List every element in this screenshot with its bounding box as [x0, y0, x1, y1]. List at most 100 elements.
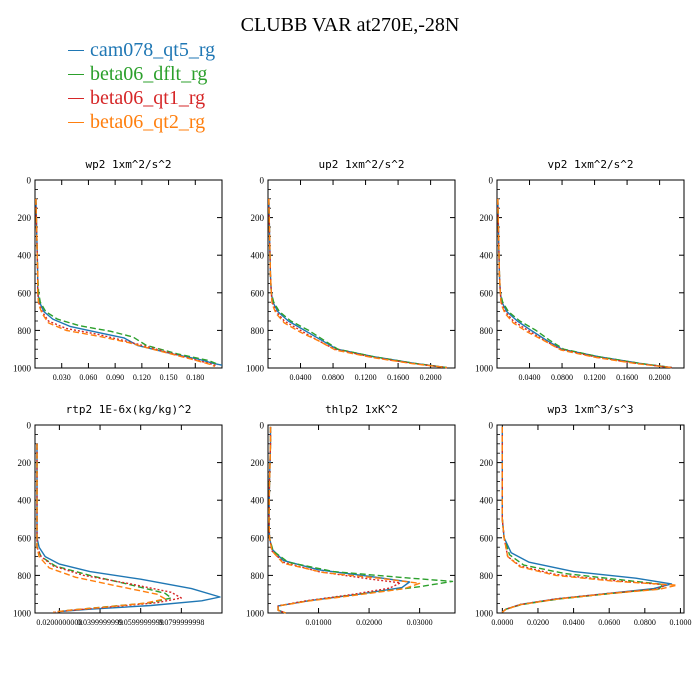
series-line-3: [268, 198, 447, 369]
series-line-4: [268, 426, 421, 614]
series-line-1: [501, 426, 673, 613]
y-tick-label: 800: [251, 571, 265, 581]
y-tick-label: 600: [18, 533, 32, 543]
panel-title: vp2 1xm^2/s^2: [547, 158, 633, 171]
legend-label: beta06_qt1_rg: [90, 86, 206, 109]
panel-5: thlp2 1xK^2 0 200 400 600 800 1000 0.01000 0.020…: [246, 403, 456, 627]
legend-entry-4: beta06_qt2_rg: [68, 110, 215, 134]
x-tick-label: 0.03000: [407, 618, 433, 627]
y-tick-label: 200: [480, 213, 494, 223]
series-line-1: [268, 198, 447, 369]
series-line-2: [36, 443, 172, 613]
y-tick-label: 1000: [475, 364, 494, 374]
series-line-4: [36, 443, 166, 613]
plot-frame: [496, 179, 685, 369]
x-tick-label: 0.2000: [649, 373, 671, 382]
x-tick-label: 0.0400: [563, 618, 585, 627]
x-tick-label: 0.0399999999: [77, 618, 123, 627]
legend-label: beta06_qt2_rg: [90, 110, 206, 133]
y-tick-label: 200: [251, 458, 265, 468]
series-line-4: [35, 198, 216, 368]
panel-title: wp2 1xm^2/s^2: [85, 158, 171, 171]
panel-3: vp2 1xm^2/s^2 0 200 400 600 800 1000 0.0400 0.08…: [475, 158, 685, 382]
legend: cam078_qt5_rg beta06_dflt_rg beta06_qt1_…: [68, 38, 215, 134]
x-tick-label: 0.120: [133, 373, 151, 382]
series-line-3: [268, 426, 402, 614]
series-line-3: [497, 198, 672, 369]
y-tick-label: 400: [480, 251, 494, 261]
y-tick-label: 600: [251, 288, 265, 298]
legend-label: cam078_qt5_rg: [90, 38, 216, 61]
x-tick-label: 0.02000: [356, 618, 382, 627]
y-tick-label: 0: [27, 421, 32, 431]
series-line-4: [501, 426, 678, 613]
plot-frame: [267, 424, 456, 614]
series-line-1: [497, 198, 672, 369]
panel-1: wp2 1xm^2/s^2 0 200 400 600 800 1000 0.030 0.060…: [13, 158, 223, 382]
series-line-3: [35, 198, 218, 367]
x-tick-label: 0.0800: [322, 373, 344, 382]
x-tick-label: 0.180: [186, 373, 204, 382]
y-tick-label: 400: [480, 496, 494, 506]
x-tick-label: 0.0200: [527, 618, 549, 627]
panel-4: rtp2 1E-6x(kg/kg)^2 0 200 400 600 800 1000 0.02…: [13, 403, 223, 627]
x-tick-label: 0.2000: [420, 373, 442, 382]
chart-title: CLUBB VAR at270E,-28N: [240, 14, 460, 36]
y-tick-label: 400: [251, 251, 265, 261]
plot-frame: [34, 424, 223, 614]
x-tick-label: 0.1200: [584, 373, 606, 382]
x-tick-label: 0.0000: [491, 618, 513, 627]
legend-entry-3: beta06_qt1_rg: [68, 86, 215, 110]
y-tick-label: 1000: [13, 609, 32, 619]
y-tick-label: 800: [480, 571, 494, 581]
panel-2: up2 1xm^2/s^2 0 200 400 600 800 1000 0.0400 0.08…: [246, 158, 456, 382]
series-line-2: [501, 426, 664, 613]
y-tick-label: 600: [18, 288, 32, 298]
series-line-2: [497, 198, 672, 369]
panel-title: up2 1xm^2/s^2: [318, 158, 404, 171]
y-tick-label: 0: [489, 421, 494, 431]
series-line-4: [497, 198, 672, 369]
plot-frame: [267, 179, 456, 369]
x-tick-label: 0.060: [79, 373, 97, 382]
legend-entry-1: cam078_qt5_rg: [68, 38, 215, 62]
x-tick-label: 0.0400: [519, 373, 541, 382]
plot-frame: [496, 424, 685, 614]
series-line-2: [268, 198, 447, 369]
y-tick-label: 600: [251, 533, 265, 543]
panel-title: thlp2 1xK^2: [325, 403, 398, 416]
y-tick-label: 800: [18, 571, 32, 581]
series-line-1: [268, 426, 411, 614]
y-tick-label: 200: [18, 458, 32, 468]
legend-label: beta06_dflt_rg: [90, 62, 208, 85]
x-tick-label: 0.1600: [616, 373, 638, 382]
x-tick-label: 0.01000: [306, 618, 332, 627]
series-line-1: [36, 443, 221, 613]
y-tick-label: 800: [18, 326, 32, 336]
y-tick-label: 0: [260, 176, 265, 186]
legend-swatch: [68, 49, 84, 51]
x-tick-label: 0.0800: [634, 618, 656, 627]
legend-entry-2: beta06_dflt_rg: [68, 62, 215, 86]
y-tick-label: 200: [251, 213, 265, 223]
legend-swatch: [68, 121, 84, 123]
y-tick-label: 0: [27, 176, 32, 186]
x-tick-label: 0.0800: [551, 373, 573, 382]
x-tick-label: 0.090: [106, 373, 124, 382]
x-tick-label: 0.0600: [598, 618, 620, 627]
y-tick-label: 400: [18, 496, 32, 506]
y-tick-label: 0: [489, 176, 494, 186]
x-tick-label: 0.1200: [355, 373, 377, 382]
y-tick-label: 1000: [475, 609, 494, 619]
x-tick-label: 0.150: [160, 373, 178, 382]
y-tick-label: 600: [480, 533, 494, 543]
x-tick-label: 0.1600: [387, 373, 409, 382]
y-tick-label: 200: [18, 213, 32, 223]
y-tick-label: 800: [251, 326, 265, 336]
series-line-2: [35, 198, 218, 365]
x-tick-label: 0.0400: [290, 373, 312, 382]
series-line-4: [268, 198, 447, 369]
series-line-2: [268, 426, 454, 614]
